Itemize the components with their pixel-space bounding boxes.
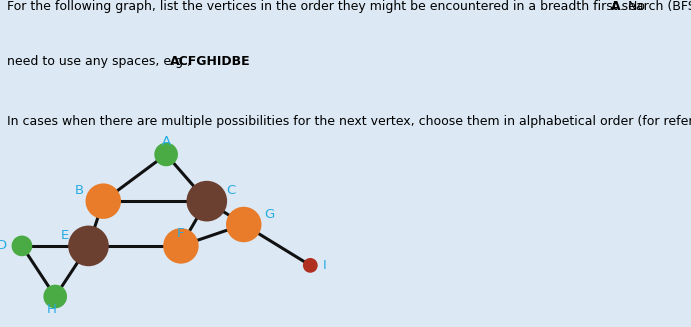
Text: E: E — [60, 229, 68, 242]
Text: B: B — [75, 184, 84, 197]
Point — [97, 198, 108, 204]
Text: A: A — [162, 135, 171, 148]
Point — [83, 243, 94, 249]
Text: H: H — [46, 302, 57, 316]
Text: G: G — [265, 208, 275, 221]
Point — [50, 294, 61, 299]
Text: . No: . No — [620, 0, 645, 13]
Text: I: I — [323, 259, 327, 272]
Text: need to use any spaces, e.g.,: need to use any spaces, e.g., — [7, 55, 195, 68]
Text: D: D — [0, 239, 7, 252]
Point — [17, 243, 28, 249]
Point — [201, 198, 212, 204]
Text: ACFGHIDBE: ACFGHIDBE — [170, 55, 250, 68]
Point — [305, 263, 316, 268]
Text: C: C — [226, 184, 236, 197]
Text: In cases when there are multiple possibilities for the next vertex, choose them : In cases when there are multiple possibi… — [7, 115, 691, 128]
Point — [160, 152, 171, 157]
Point — [238, 222, 249, 227]
Text: For the following graph, list the vertices in the order they might be encountere: For the following graph, list the vertic… — [7, 0, 691, 13]
Point — [176, 243, 187, 249]
Text: A: A — [611, 0, 621, 13]
Text: F: F — [177, 227, 184, 240]
